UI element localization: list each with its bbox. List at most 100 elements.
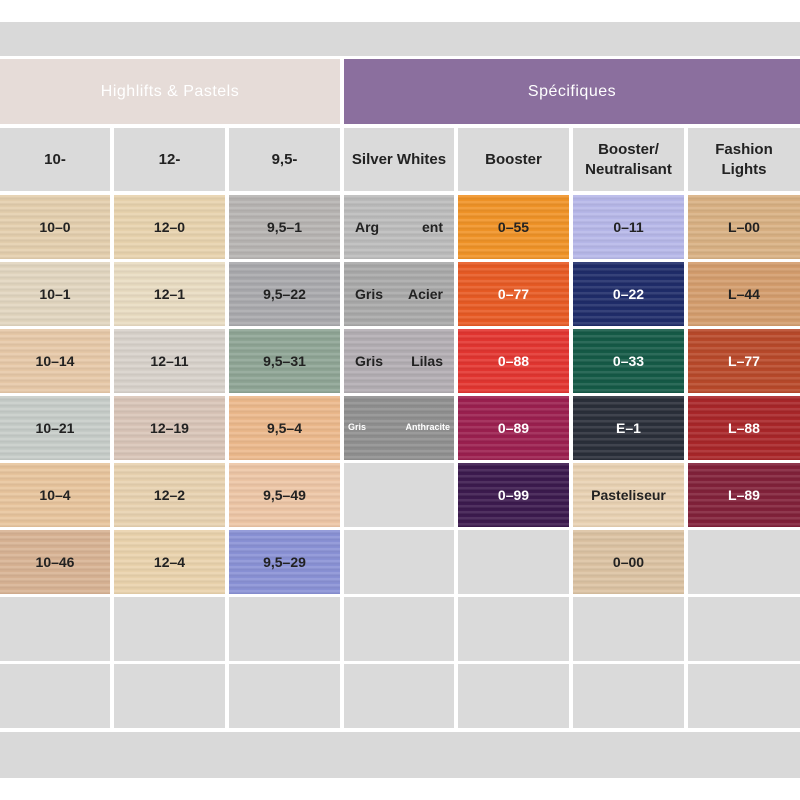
swatch-label: 12–4 xyxy=(153,553,186,570)
color-swatch[interactable]: 12–4 xyxy=(114,530,225,594)
color-swatch[interactable]: 12–2 xyxy=(114,463,225,527)
color-swatch[interactable]: 9,5–1 xyxy=(229,195,340,259)
color-swatch[interactable]: 0–22 xyxy=(573,262,684,326)
color-swatch[interactable]: 0–55 xyxy=(458,195,569,259)
swatch-label-part: ent xyxy=(422,218,443,235)
color-swatch[interactable]: 9,5–31 xyxy=(229,329,340,393)
color-swatch[interactable]: 0–00 xyxy=(573,530,684,594)
group-header-specifiques-label: Spécifiques xyxy=(527,82,617,100)
color-swatch[interactable]: Gris Lilas xyxy=(344,329,454,393)
color-swatch[interactable]: 9,5–22 xyxy=(229,262,340,326)
empty-cell xyxy=(573,664,684,728)
column-header: 12- xyxy=(114,128,225,191)
empty-cell xyxy=(0,664,110,728)
swatch-label: Arg ent xyxy=(355,218,443,236)
swatch-label: 10–1 xyxy=(39,285,71,302)
color-swatch[interactable]: L–44 xyxy=(688,262,800,326)
swatch-label-part: Arg xyxy=(355,218,380,235)
swatch-label: 10–46 xyxy=(35,553,75,570)
swatch-label: 0–11 xyxy=(613,218,644,235)
color-swatch[interactable]: Gris Anthracite xyxy=(344,396,454,460)
color-swatch[interactable]: Gris Acier xyxy=(344,262,454,326)
empty-cell xyxy=(0,597,110,661)
swatch-label: Gris Acier xyxy=(355,285,443,303)
color-swatch[interactable]: 10–21 xyxy=(0,396,110,460)
empty-cell xyxy=(458,664,569,728)
empty-cell xyxy=(688,664,800,728)
color-swatch[interactable]: 10–4 xyxy=(0,463,110,527)
swatch-label-part: Acier xyxy=(407,285,443,302)
group-header-specifiques: Spécifiques xyxy=(344,59,800,124)
group-header-highlifts-label: Highlifts & Pastels xyxy=(100,82,240,100)
empty-cell xyxy=(458,597,569,661)
color-swatch[interactable]: 9,5–29 xyxy=(229,530,340,594)
swatch-label: L–88 xyxy=(728,419,760,436)
color-swatch[interactable]: L–77 xyxy=(688,329,800,393)
color-swatch[interactable]: 10–0 xyxy=(0,195,110,259)
swatch-label: 10–14 xyxy=(35,352,75,369)
color-swatch[interactable]: 0–89 xyxy=(458,396,569,460)
color-swatch[interactable]: 0–33 xyxy=(573,329,684,393)
column-header: 10- xyxy=(0,128,110,191)
color-swatch[interactable]: L–89 xyxy=(688,463,800,527)
swatch-label: L–44 xyxy=(728,285,760,302)
swatch-label: L–89 xyxy=(728,486,760,503)
column-header: Booster xyxy=(458,128,569,191)
color-swatch[interactable]: 12–1 xyxy=(114,262,225,326)
column-header: Silver Whites xyxy=(344,128,454,191)
color-swatch[interactable]: 10–14 xyxy=(0,329,110,393)
swatch-label: 9,5–1 xyxy=(266,218,303,235)
swatch-label: 0–33 xyxy=(612,352,645,369)
empty-cell xyxy=(573,597,684,661)
color-swatch[interactable]: L–00 xyxy=(688,195,800,259)
color-swatch[interactable]: L–88 xyxy=(688,396,800,460)
color-swatch[interactable]: 10–1 xyxy=(0,262,110,326)
empty-cell xyxy=(344,463,454,527)
swatch-label: 9,5–22 xyxy=(263,285,306,302)
swatch-label: L–77 xyxy=(728,352,760,369)
swatch-label: 9,5–4 xyxy=(266,419,303,436)
swatch-label: 10–21 xyxy=(35,419,75,436)
empty-cell xyxy=(114,664,225,728)
column-header: Booster/ Neutralisant xyxy=(573,128,684,191)
empty-cell xyxy=(344,597,454,661)
empty-cell xyxy=(114,597,225,661)
color-swatch[interactable]: 12–19 xyxy=(114,396,225,460)
swatch-label: 12–19 xyxy=(150,419,189,436)
swatch-label-part: Gris xyxy=(355,285,384,302)
swatch-label: 12–2 xyxy=(153,486,186,503)
swatch-label: 12–1 xyxy=(153,285,186,302)
color-swatch[interactable]: 0–88 xyxy=(458,329,569,393)
empty-cell xyxy=(229,664,340,728)
color-swatch[interactable]: E–1 xyxy=(573,396,684,460)
color-swatch[interactable]: 12–11 xyxy=(114,329,225,393)
color-swatch[interactable]: Arg ent xyxy=(344,195,454,259)
swatch-label: 0–55 xyxy=(497,218,530,235)
color-swatch[interactable]: 9,5–49 xyxy=(229,463,340,527)
color-swatch[interactable]: 0–11 xyxy=(573,195,684,259)
swatch-label-part: Lilas xyxy=(411,352,443,369)
swatch-label: 0–99 xyxy=(497,486,530,503)
swatch-label: 10–4 xyxy=(39,486,71,503)
empty-cell xyxy=(344,530,454,594)
group-header-highlifts: Highlifts & Pastels xyxy=(0,59,340,124)
swatch-label: E–1 xyxy=(616,419,641,436)
swatch-label: 0–00 xyxy=(612,553,645,570)
color-swatch[interactable]: 9,5–4 xyxy=(229,396,340,460)
empty-cell xyxy=(344,664,454,728)
swatch-label: 0–88 xyxy=(497,352,530,369)
swatch-label-part: Gris xyxy=(348,422,367,433)
color-swatch[interactable]: 0–77 xyxy=(458,262,569,326)
swatch-label: 9,5–31 xyxy=(263,352,306,369)
empty-cell xyxy=(688,597,800,661)
color-swatch[interactable]: 12–0 xyxy=(114,195,225,259)
swatch-label: Gris Anthracite xyxy=(348,422,450,434)
swatch-label: 0–89 xyxy=(497,419,530,436)
color-swatch[interactable]: Pasteliseur xyxy=(573,463,684,527)
swatch-label-part: Gris xyxy=(355,352,384,369)
empty-cell xyxy=(458,530,569,594)
color-swatch[interactable]: 10–46 xyxy=(0,530,110,594)
color-swatch[interactable]: 0–99 xyxy=(458,463,569,527)
empty-cell xyxy=(688,530,800,594)
swatch-label: 9,5–29 xyxy=(263,553,306,570)
